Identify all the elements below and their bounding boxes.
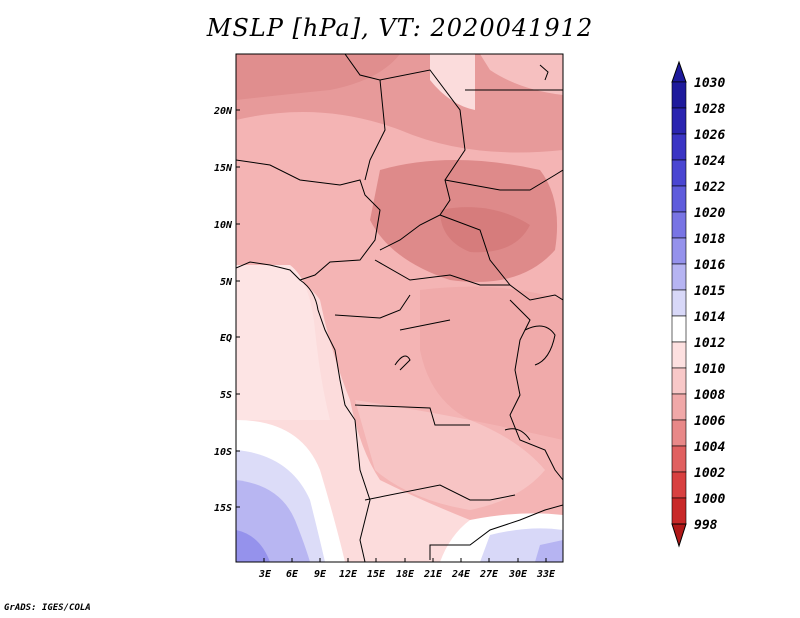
colorbar-label: 1006 [694, 414, 725, 429]
colorbar-label: 1024 [694, 154, 725, 169]
colorbar-label: 1018 [694, 232, 725, 247]
colorbar-label: 1028 [694, 102, 725, 117]
colorbar-label: 1015 [694, 284, 725, 299]
colorbar-label: 998 [694, 518, 718, 533]
lon-label: 3E [258, 569, 272, 580]
lon-label: 12E [339, 569, 358, 580]
colorbar-label: 1014 [694, 310, 725, 325]
lat-label: 10S [214, 447, 232, 458]
colorbar-swatch [671, 159, 687, 187]
lat-label: 5N [220, 277, 233, 288]
colorbar-swatch [671, 419, 687, 447]
colorbar-label: 1010 [694, 362, 725, 377]
colorbar-swatch [671, 367, 687, 395]
colorbar-top-arrow [671, 60, 687, 83]
colorbar-swatch [671, 211, 687, 239]
lon-label: 33E [536, 569, 556, 580]
colorbar-swatch [671, 263, 687, 291]
latitude-axis: 20N 15N 10N 5N EQ 5S 10S 15S [213, 106, 240, 514]
grads-credit: GrADS: IGES/COLA [4, 603, 91, 613]
colorbar-swatch [671, 133, 687, 161]
colorbar-label: 1004 [694, 440, 725, 455]
map-frame [235, 53, 564, 563]
colorbar-swatch [671, 445, 687, 473]
pressure-field [236, 54, 563, 562]
lat-label: EQ [220, 333, 232, 344]
colorbar-label: 1022 [694, 180, 725, 195]
colorbar-swatch [671, 237, 687, 265]
lon-label: 21E [423, 569, 443, 580]
lat-label: 15S [214, 503, 232, 514]
colorbar-label: 1012 [694, 336, 725, 351]
colorbar-swatch [671, 107, 687, 135]
lon-label: 30E [508, 569, 528, 580]
lat-label: 10N [214, 220, 233, 231]
lon-label: 27E [479, 569, 499, 580]
colorbar-label: 1000 [694, 492, 725, 507]
colorbar-label: 1030 [694, 76, 725, 91]
colorbar-label: 1008 [694, 388, 725, 403]
colorbar-label: 1016 [694, 258, 725, 273]
lon-label: 15E [367, 569, 386, 580]
lon-label: 24E [451, 569, 471, 580]
colorbar-swatch [671, 341, 687, 369]
colorbar-swatch [671, 81, 687, 109]
lat-label: 20N [213, 106, 233, 117]
lon-label: 18E [396, 569, 415, 580]
colorbar-label: 1020 [694, 206, 725, 221]
colorbar-swatch [671, 185, 687, 213]
longitude-axis: 3E 6E 9E 12E 15E 18E 21E 24E 27E 30E 33E [258, 558, 556, 580]
map-title: MSLP [hPa], VT: 2020041912 [206, 14, 594, 42]
colorbar-swatch [671, 497, 687, 525]
colorbar-swatch [671, 289, 687, 317]
lat-label: 5S [220, 390, 232, 401]
colorbar-swatch [671, 393, 687, 421]
colorbar: 1030 1028 1026 1024 1022 1020 1018 1016 1015 1014… [671, 60, 725, 548]
colorbar-label: 1026 [694, 128, 725, 143]
lon-label: 6E [286, 569, 299, 580]
lat-label: 15N [214, 163, 233, 174]
colorbar-swatch [671, 315, 687, 343]
colorbar-swatch [671, 471, 687, 499]
colorbar-bottom-arrow [671, 523, 687, 548]
lon-label: 9E [314, 569, 327, 580]
colorbar-label: 1002 [694, 466, 725, 481]
